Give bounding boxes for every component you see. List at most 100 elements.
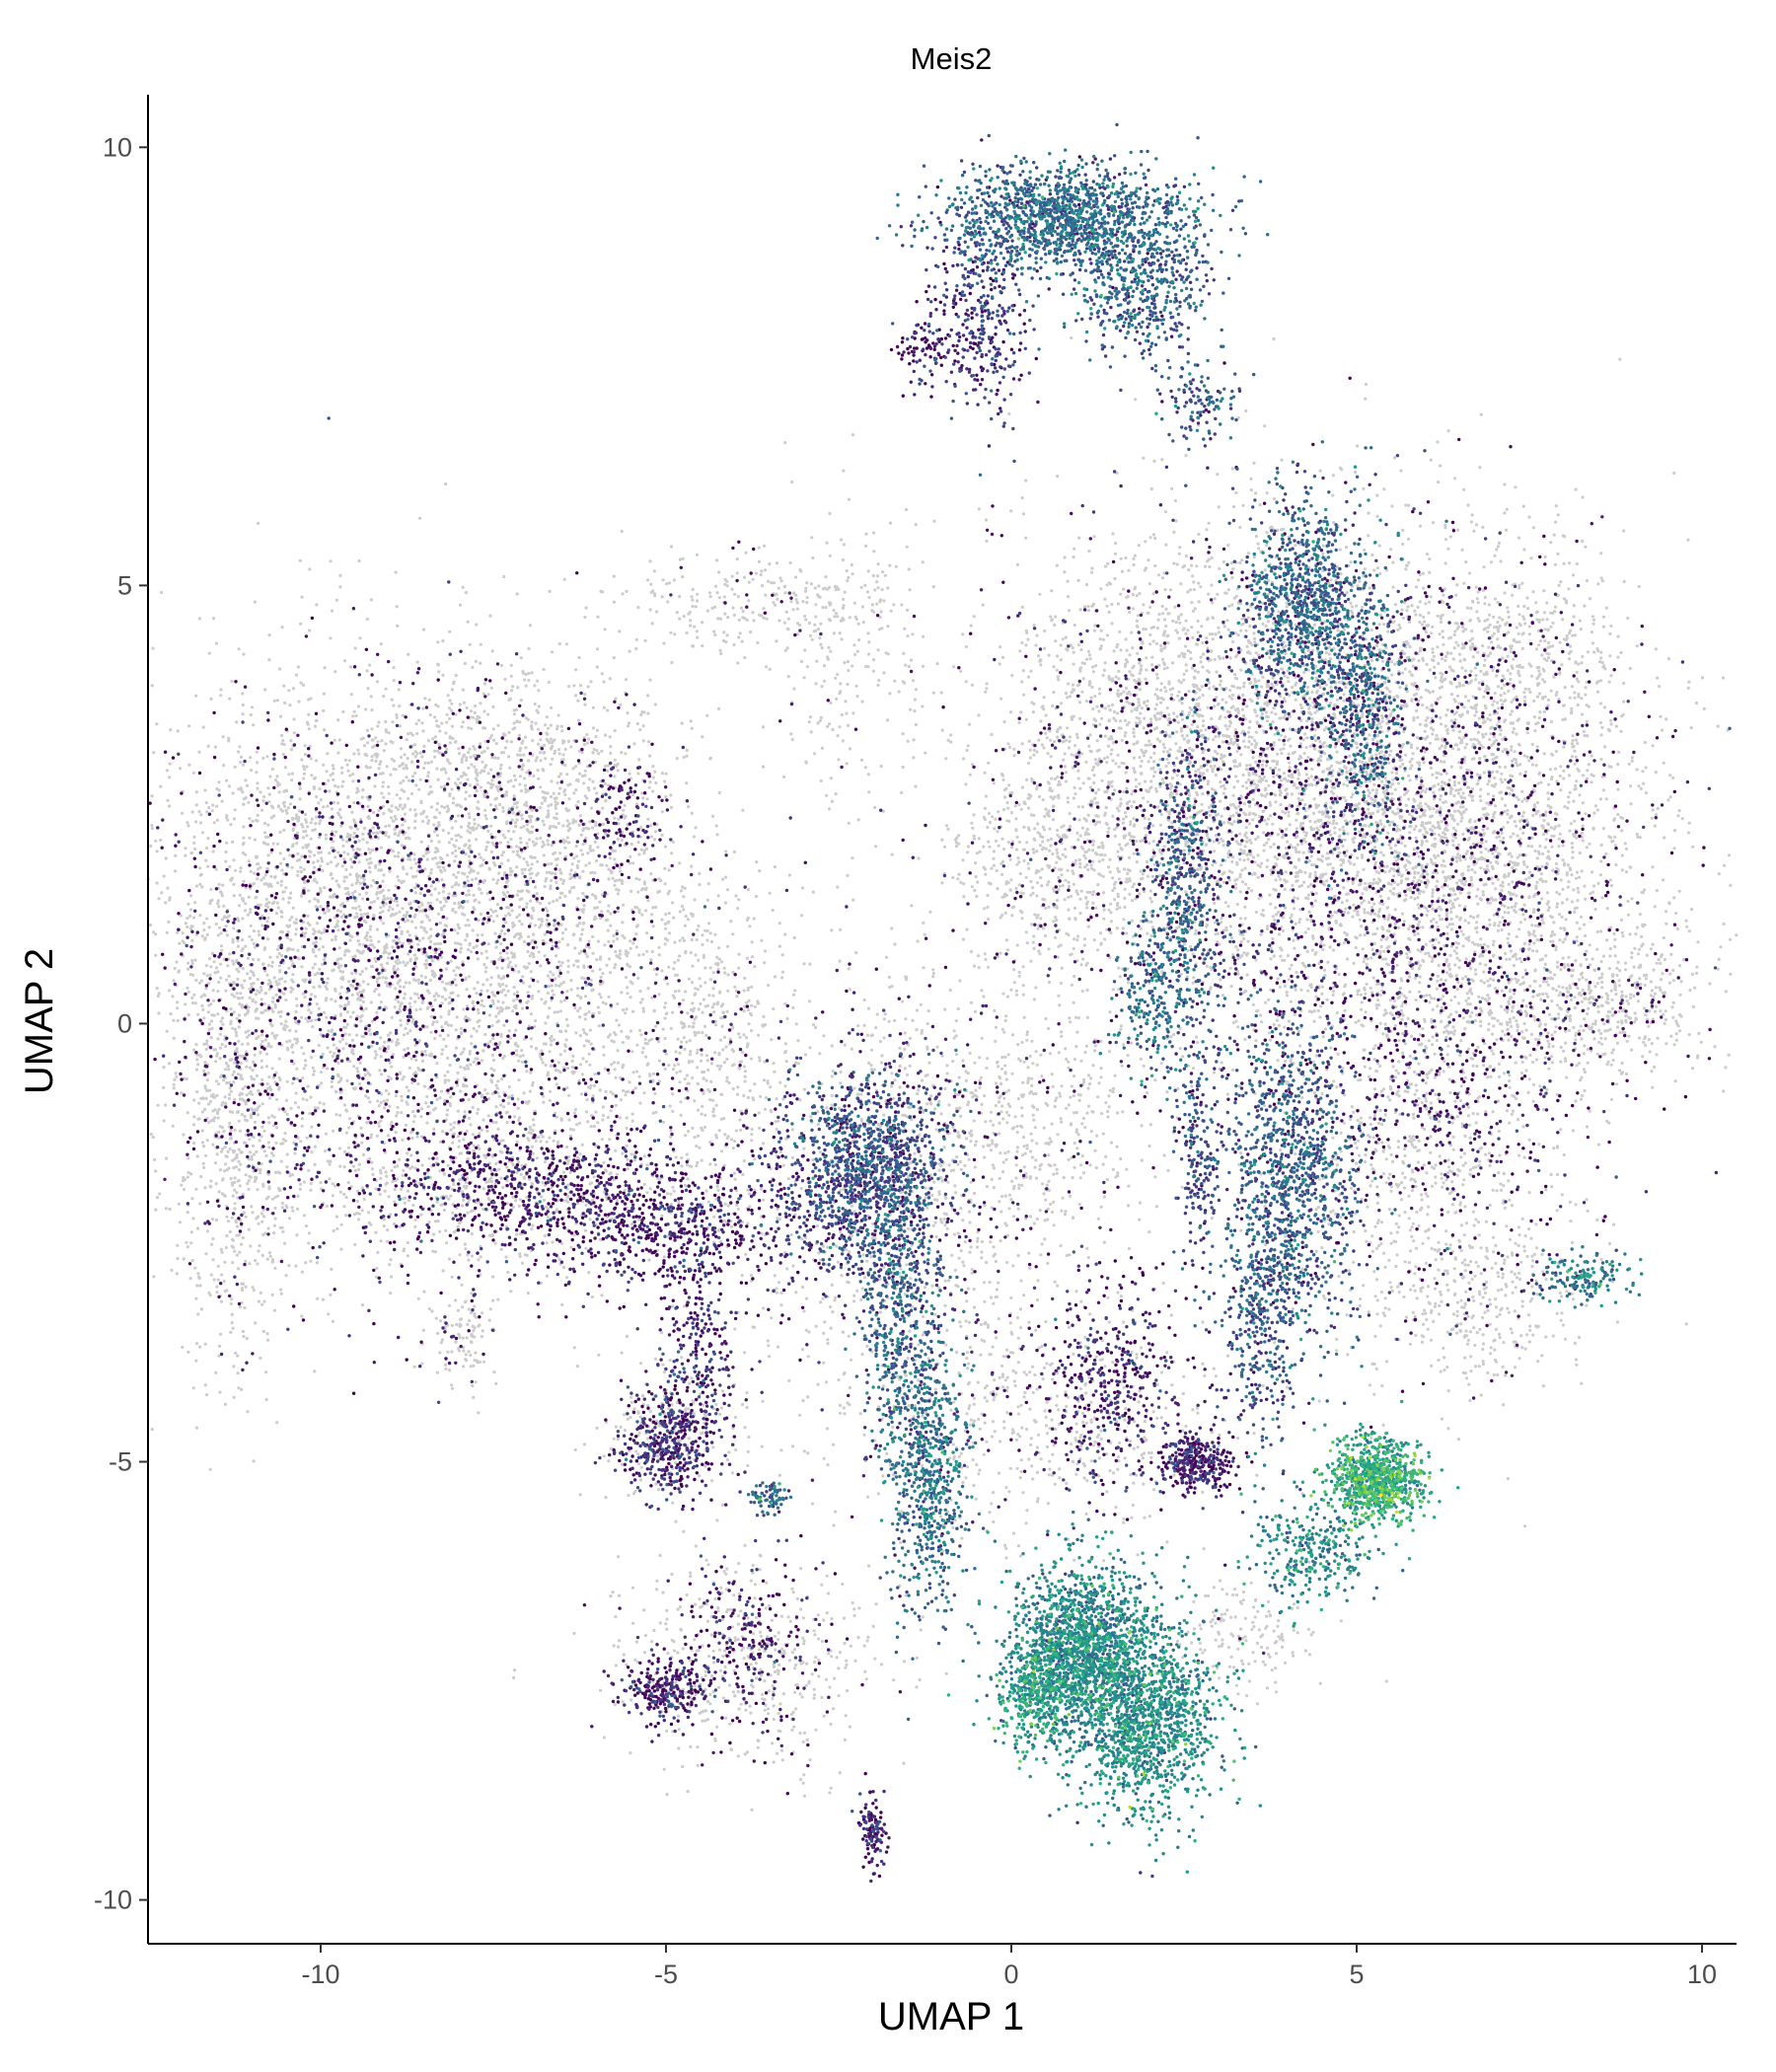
data-point-unexpressed xyxy=(368,664,371,667)
data-point-unexpressed xyxy=(426,775,429,777)
data-point-unexpressed xyxy=(414,755,417,758)
data-point-unexpressed xyxy=(587,738,590,741)
data-point-unexpressed xyxy=(254,601,257,604)
data-point-unexpressed xyxy=(292,948,295,951)
data-point-unexpressed xyxy=(278,667,281,670)
data-point-unexpressed xyxy=(434,951,437,954)
data-point-unexpressed xyxy=(310,757,313,760)
data-point-unexpressed xyxy=(338,574,341,577)
data-point-unexpressed xyxy=(424,966,427,969)
data-point-unexpressed xyxy=(455,1028,458,1031)
data-point-unexpressed xyxy=(328,851,331,854)
data-point-unexpressed xyxy=(308,629,311,631)
data-point-unexpressed xyxy=(319,887,322,890)
data-point-unexpressed xyxy=(402,867,405,870)
data-point-unexpressed xyxy=(438,841,441,844)
data-point-unexpressed xyxy=(413,886,416,889)
data-point-unexpressed xyxy=(331,1030,333,1033)
data-point-unexpressed xyxy=(333,988,336,991)
data-point-unexpressed xyxy=(355,912,358,915)
data-point-unexpressed xyxy=(286,949,289,952)
data-point-unexpressed xyxy=(380,1073,383,1075)
data-point-unexpressed xyxy=(376,928,379,931)
data-point-unexpressed xyxy=(297,665,300,668)
data-point-unexpressed xyxy=(239,870,242,873)
data-point-unexpressed xyxy=(248,817,251,820)
data-point-unexpressed xyxy=(286,1113,289,1116)
data-point-unexpressed xyxy=(470,756,473,759)
data-point-unexpressed xyxy=(365,967,368,970)
data-point-unexpressed xyxy=(422,629,425,631)
data-point-unexpressed xyxy=(507,1102,510,1105)
data-point-unexpressed xyxy=(441,981,444,984)
data-point-unexpressed xyxy=(334,935,337,938)
data-point-unexpressed xyxy=(332,1320,334,1323)
data-point-unexpressed xyxy=(436,802,439,805)
data-point-unexpressed xyxy=(435,1098,438,1101)
data-point-unexpressed xyxy=(315,816,318,819)
data-point-unexpressed xyxy=(379,1047,382,1050)
data-point-unexpressed xyxy=(403,1033,406,1036)
data-point-unexpressed xyxy=(404,813,407,816)
data-point-unexpressed xyxy=(280,1010,283,1013)
data-point-unexpressed xyxy=(216,902,219,905)
data-point-unexpressed xyxy=(348,1060,351,1063)
data-point-unexpressed xyxy=(348,873,351,876)
data-point-unexpressed xyxy=(212,999,215,1002)
data-point-unexpressed xyxy=(295,1233,298,1236)
data-point-unexpressed xyxy=(256,751,259,754)
data-point-unexpressed xyxy=(276,902,279,905)
data-point-unexpressed xyxy=(352,801,355,804)
data-point-unexpressed xyxy=(263,822,266,825)
data-point-unexpressed xyxy=(501,983,504,986)
data-point-unexpressed xyxy=(350,935,353,938)
data-point-unexpressed xyxy=(403,986,406,989)
data-point-unexpressed xyxy=(514,825,517,828)
data-point-unexpressed xyxy=(459,781,462,784)
data-point-unexpressed xyxy=(242,764,245,767)
data-point-unexpressed xyxy=(376,680,379,683)
data-point-unexpressed xyxy=(421,820,424,823)
data-point-unexpressed xyxy=(407,779,410,782)
data-point-unexpressed xyxy=(302,830,305,833)
data-point-unexpressed xyxy=(257,958,259,961)
data-point-unexpressed xyxy=(313,853,316,856)
data-point-unexpressed xyxy=(445,748,448,751)
data-point-unexpressed xyxy=(228,698,231,701)
data-point-unexpressed xyxy=(240,1073,243,1076)
data-point-unexpressed xyxy=(256,1074,259,1077)
data-point-unexpressed xyxy=(363,920,366,923)
data-point-unexpressed xyxy=(295,1042,298,1045)
data-point-unexpressed xyxy=(379,1036,382,1039)
data-point-unexpressed xyxy=(445,1021,448,1024)
data-point-unexpressed xyxy=(554,1010,556,1013)
data-point-unexpressed xyxy=(301,1076,304,1079)
data-point-unexpressed xyxy=(379,891,382,894)
data-point-unexpressed xyxy=(325,837,328,840)
data-point-unexpressed xyxy=(418,910,421,913)
data-point-unexpressed xyxy=(280,869,283,872)
data-point-unexpressed xyxy=(194,820,197,823)
data-point-unexpressed xyxy=(265,920,268,923)
data-point-unexpressed xyxy=(269,875,272,878)
data-point-unexpressed xyxy=(319,1101,322,1104)
data-point-unexpressed xyxy=(485,1130,488,1133)
data-point-unexpressed xyxy=(436,942,439,945)
data-point-unexpressed xyxy=(299,1188,302,1191)
data-point-unexpressed xyxy=(518,914,521,917)
data-point-unexpressed xyxy=(362,980,365,983)
data-point-unexpressed xyxy=(392,666,395,669)
data-point-unexpressed xyxy=(436,848,439,851)
data-point-unexpressed xyxy=(410,921,413,924)
data-point-unexpressed xyxy=(314,995,317,998)
data-point-unexpressed xyxy=(438,811,441,814)
data-point-unexpressed xyxy=(278,790,281,793)
data-point-unexpressed xyxy=(287,806,290,809)
data-point-unexpressed xyxy=(248,935,251,938)
data-point-unexpressed xyxy=(346,764,349,767)
data-point-unexpressed xyxy=(414,1059,417,1062)
data-point-unexpressed xyxy=(268,793,271,796)
data-point-unexpressed xyxy=(295,674,298,677)
data-point-unexpressed xyxy=(559,878,562,881)
data-point-unexpressed xyxy=(355,1034,358,1037)
